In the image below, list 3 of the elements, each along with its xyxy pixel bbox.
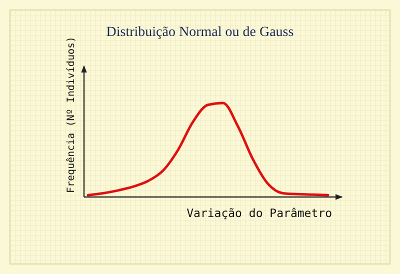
x-axis-title: Variação do Parâmetro — [186, 206, 332, 220]
y-axis-title: Frequência (Nº Indivíduos) — [66, 36, 77, 193]
chart-title: Distribuição Normal ou de Gauss — [106, 25, 294, 40]
